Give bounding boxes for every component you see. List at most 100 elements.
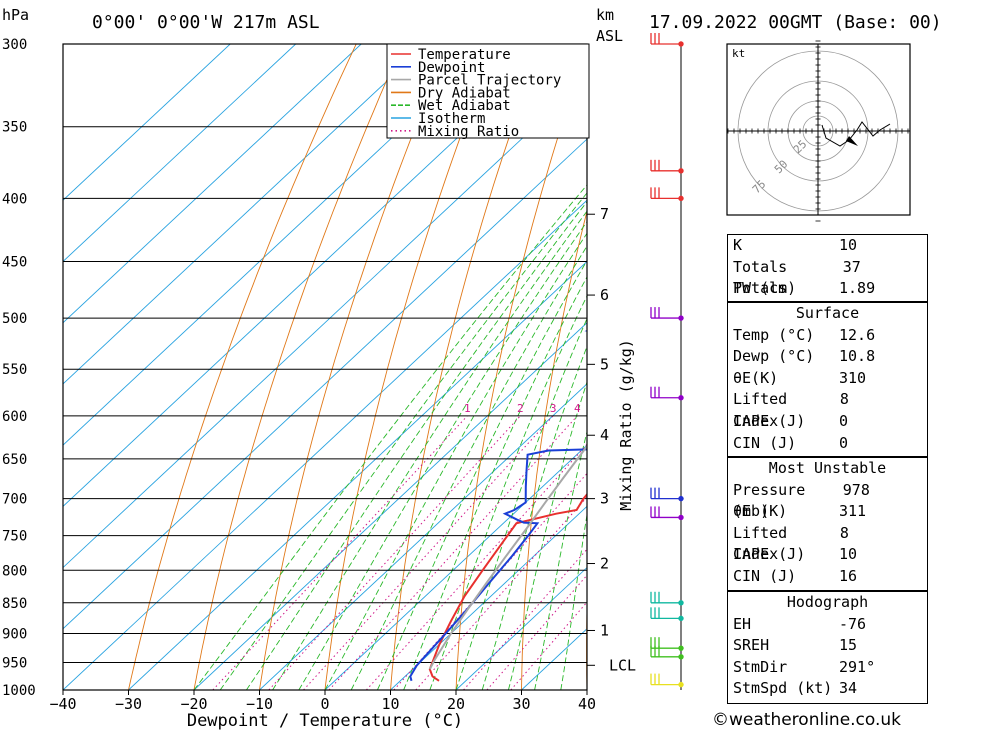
index-label: Totals Totals xyxy=(733,257,788,298)
km-unit-label: km xyxy=(596,6,614,24)
surface-row: Dewp (°C) 10.8 xyxy=(728,346,927,368)
surface-row: Lifted Index 8 xyxy=(728,389,927,430)
mixing-ratio-line xyxy=(212,415,468,690)
x-tick-label: −30 xyxy=(115,695,142,713)
mixing-ratio-label: 3 xyxy=(550,402,557,415)
isotherm-line xyxy=(63,44,559,507)
legend-label: Mixing Ratio xyxy=(418,124,519,140)
x-axis-label: Dewpoint / Temperature (°C) xyxy=(187,711,463,731)
wet-adiabat-line xyxy=(376,259,587,690)
pressure-tick-label: 1000 xyxy=(2,683,36,699)
index-label: Pressure (mb) xyxy=(733,480,806,521)
mixing-ratio-line xyxy=(486,574,587,690)
hodograph-trace xyxy=(821,121,891,147)
km-tick-label: 3 xyxy=(600,490,609,508)
wind-barb-dot xyxy=(678,615,684,622)
hodo-row: SREH 15 xyxy=(728,635,927,657)
wind-barb-dot xyxy=(678,168,684,174)
x-tick-label: −20 xyxy=(180,695,207,713)
pressure-tick-label: 300 xyxy=(2,37,27,53)
index-label: Lifted Index xyxy=(733,390,788,430)
wind-barb-dot xyxy=(678,195,684,202)
isotherm-line xyxy=(63,199,587,690)
index-value: 8 xyxy=(839,390,849,409)
index-label: CAPE (J) xyxy=(733,545,806,564)
wet-adiabat-line xyxy=(586,686,587,690)
mixing-ratio-label: 6 xyxy=(609,402,616,415)
wet-adiabat-line xyxy=(403,276,587,690)
pressure-tick-label: 450 xyxy=(2,255,27,271)
series-layer: 12346810162025 xyxy=(409,330,616,682)
index-label: CIN (J) xyxy=(733,433,797,452)
mixing-ratio-label: 1 xyxy=(464,402,471,415)
isotherm-line xyxy=(63,138,587,630)
dry-adiabat-line xyxy=(455,46,587,690)
datetime-title: 17.09.2022 00GMT (Base: 00) xyxy=(649,12,942,33)
index-value: 1.89 xyxy=(839,279,876,298)
wet-adiabat-line xyxy=(298,220,587,690)
mixing-ratio-label: 2 xyxy=(517,402,524,415)
pressure-tick-label: 600 xyxy=(2,409,27,425)
index-label: StmDir xyxy=(733,657,788,676)
index-label: Temp (°C) xyxy=(733,325,815,344)
index-label: EH xyxy=(733,614,752,633)
wind-barb-dot xyxy=(678,654,684,660)
index-value: 978 xyxy=(842,480,870,499)
wind-barb-dot xyxy=(678,600,684,606)
mixing-ratio-label: 4 xyxy=(574,402,581,415)
legend-label: Dry Adiabat xyxy=(418,85,511,101)
surface-row: CIN (J) 0 xyxy=(728,433,927,455)
index-value: 16 xyxy=(839,566,858,585)
pressure-tick-label: 500 xyxy=(2,311,27,327)
legend-label: Dewpoint xyxy=(418,60,485,76)
mixing-ratio-line xyxy=(328,415,578,690)
most-unstable-panel: Most Unstable Pressure (mb) 978 θE (K) 311… xyxy=(727,457,928,591)
mu-row: CAPE (J) 10 xyxy=(728,544,927,566)
asl-unit-label: ASL xyxy=(596,27,623,45)
index-value: 12.6 xyxy=(839,325,876,344)
axes: −40 −30 −20 −10 0 10 20 30 40 xyxy=(49,690,596,713)
isotherm-line xyxy=(128,260,587,690)
wind-barb-dot xyxy=(678,681,684,688)
most-unstable-title: Most Unstable xyxy=(768,459,887,477)
isotherm-line xyxy=(63,44,297,263)
index-value: 310 xyxy=(839,368,867,387)
isotherm-line xyxy=(63,44,428,385)
dry-adiabat-line xyxy=(128,44,357,690)
index-label: θE(K) xyxy=(733,368,779,387)
pressure-tick-label: 400 xyxy=(2,191,27,207)
x-tick-label: 20 xyxy=(447,695,465,713)
isotherm-line xyxy=(63,44,231,201)
footer-credit[interactable]: ©weatheronline.co.uk xyxy=(712,710,902,730)
pressure-tick-label: 550 xyxy=(2,362,27,378)
index-value: 37 xyxy=(842,257,861,276)
wind-barb-dot xyxy=(678,41,684,47)
index-label: SREH xyxy=(733,636,770,655)
series-parcel-trajectory xyxy=(428,444,587,670)
legend-box xyxy=(386,43,590,139)
surface-row: θE(K) 310 xyxy=(728,368,927,390)
index-row-totals: Totals Totals 37 xyxy=(728,257,927,298)
isotherm-line xyxy=(455,566,587,690)
km-tick-label: 4 xyxy=(600,426,609,444)
index-value: 8 xyxy=(839,523,849,542)
km-tick-label: LCL xyxy=(609,656,636,674)
isotherm-line xyxy=(193,322,587,690)
surface-title: Surface xyxy=(795,304,860,322)
series-dewpoint xyxy=(409,330,587,682)
series-temperature xyxy=(428,492,587,682)
pressure-tick-label: 950 xyxy=(2,655,27,671)
index-value: 34 xyxy=(839,679,858,698)
x-tick-label: −10 xyxy=(246,695,273,713)
wet-adiabat-line xyxy=(350,245,587,690)
legend-label: Parcel Trajectory xyxy=(418,73,561,89)
wind-barb-dot xyxy=(678,495,684,502)
pressure-tick-label: 650 xyxy=(2,452,27,468)
index-label: CAPE (J) xyxy=(733,411,806,430)
dry-adiabat-line xyxy=(992,44,1000,690)
km-tick-label: 2 xyxy=(600,555,609,573)
wind-barb-dot xyxy=(678,514,684,521)
legend-label: Temperature xyxy=(418,47,511,63)
wet-adiabat-line xyxy=(560,512,587,690)
